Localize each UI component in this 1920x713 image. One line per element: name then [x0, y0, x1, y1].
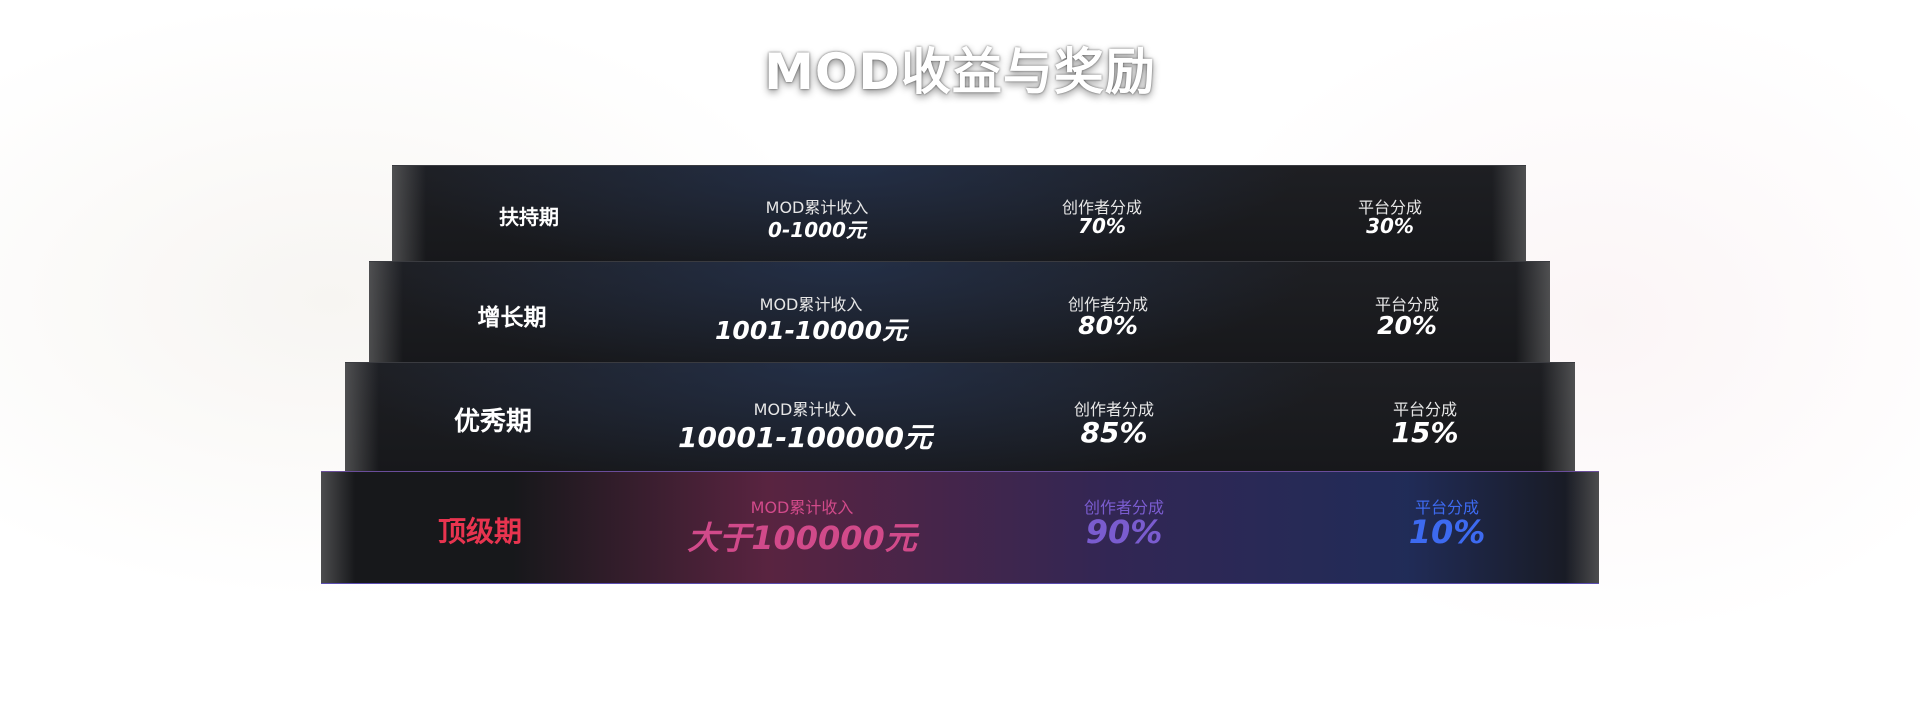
platform-label: 平台分成 [1392, 400, 1458, 419]
tier-row: 增长期 MOD累计收入 1001-10000元 创作者分成 80% 平台分成 20% [369, 261, 1550, 362]
income-value: 大于100000元 [687, 518, 917, 557]
tier-row: 优秀期 MOD累计收入 10001-100000元 创作者分成 85% 平台分成 15% [345, 362, 1575, 471]
creator-label: 创作者分成 [1083, 498, 1165, 517]
platform-value: 10% [1408, 512, 1486, 551]
tier-row: 顶级期 MOD累计收入 大于100000元 创作者分成 90% 平台分成 10% [321, 471, 1599, 584]
creator-value: 85% [1080, 416, 1148, 450]
platform-label: 平台分成 [1414, 498, 1480, 517]
tier-name: 顶级期 [437, 515, 523, 549]
page-title: MOD收益与奖励 [764, 43, 1156, 101]
income-value: 1001-10000元 [715, 316, 907, 345]
platform-value: 30% [1366, 214, 1414, 238]
income-label: MOD累计收入 [765, 198, 869, 217]
tier-name: 优秀期 [453, 406, 533, 437]
platform-value: 20% [1377, 311, 1437, 340]
tier-row: 扶持期 MOD累计收入 0-1000元 创作者分成 70% 平台分成 30% [392, 165, 1526, 261]
income-label: MOD累计收入 [750, 498, 854, 517]
income-value: 0-1000元 [768, 218, 866, 242]
platform-value: 15% [1391, 416, 1459, 450]
creator-value: 80% [1078, 311, 1138, 340]
tier-name: 扶持期 [499, 205, 559, 229]
income-value: 10001-100000元 [678, 421, 932, 455]
platform-label: 平台分成 [1357, 198, 1423, 217]
income-label: MOD累计收入 [759, 295, 863, 314]
creator-label: 创作者分成 [1067, 295, 1149, 314]
creator-value: 90% [1085, 512, 1163, 551]
creator-label: 创作者分成 [1073, 400, 1155, 419]
creator-value: 70% [1078, 214, 1126, 238]
tier-name: 增长期 [477, 304, 547, 331]
income-label: MOD累计收入 [753, 400, 857, 419]
platform-label: 平台分成 [1374, 295, 1440, 314]
creator-label: 创作者分成 [1061, 198, 1143, 217]
